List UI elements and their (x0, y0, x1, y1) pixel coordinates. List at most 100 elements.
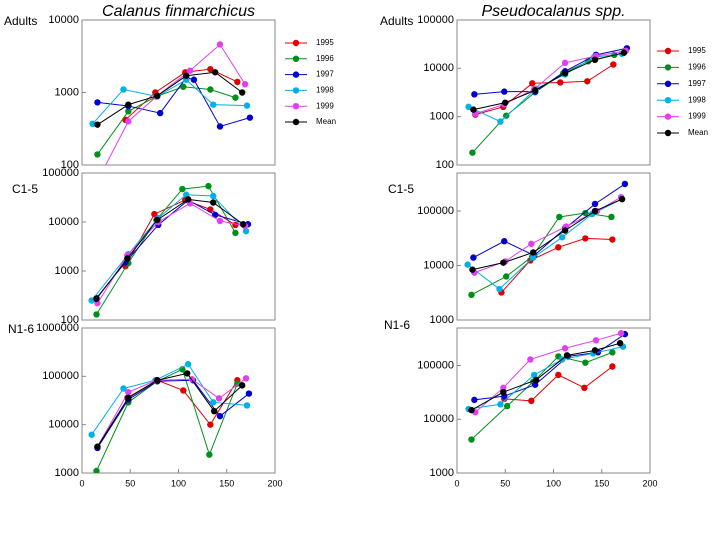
data-point (210, 399, 217, 406)
legend-marker (292, 71, 300, 78)
data-point (620, 49, 628, 56)
legend-label: 1996 (316, 54, 334, 63)
data-point (243, 402, 251, 409)
data-point (608, 213, 615, 221)
series-line (91, 194, 247, 301)
legend-marker (292, 87, 300, 94)
data-point (501, 88, 508, 95)
data-point (592, 337, 600, 344)
data-point (211, 407, 218, 415)
series-line (473, 52, 625, 111)
data-point (211, 211, 219, 219)
series-line (97, 86, 236, 155)
data-point (465, 103, 472, 111)
legend-marker (664, 129, 672, 137)
data-point (555, 371, 562, 379)
series-line (105, 43, 246, 165)
plot-area (88, 182, 252, 318)
x-tick-label: 50 (125, 478, 135, 488)
legend-marker (292, 103, 300, 110)
data-point (591, 207, 599, 215)
y-tick-label: 10000 (423, 62, 454, 74)
data-point (531, 381, 539, 388)
data-point (207, 421, 214, 428)
series-line (96, 199, 249, 299)
data-point (500, 259, 507, 266)
series-line (97, 377, 247, 447)
x-tick-label: 200 (642, 478, 657, 488)
panel-label: C1-5 (12, 182, 38, 196)
data-point (184, 196, 192, 203)
data-point (124, 255, 131, 262)
y-tick-label: 1000 (55, 86, 79, 98)
y-tick-label: 1000 (430, 467, 454, 479)
data-point (93, 295, 100, 303)
series-line (472, 54, 615, 153)
plot-area (464, 180, 629, 299)
plot-area (88, 361, 253, 473)
legend-marker (292, 39, 300, 47)
data-point (531, 371, 538, 379)
data-point (205, 182, 212, 190)
data-point (88, 297, 95, 304)
legend-label: 1996 (688, 63, 706, 72)
data-point (555, 244, 562, 251)
panel-label: C1-5 (388, 182, 414, 196)
plot-frame (456, 19, 651, 166)
y-tick-label: 10000 (423, 413, 454, 425)
data-point (621, 180, 629, 188)
data-point (88, 431, 95, 438)
data-point (216, 412, 224, 420)
y-tick-label: 100 (61, 314, 79, 326)
series-line (474, 196, 622, 274)
data-point (93, 467, 100, 473)
data-point (242, 375, 250, 382)
x-tick-label: 50 (500, 478, 510, 488)
series-line (468, 346, 624, 410)
data-point (532, 376, 540, 384)
data-point (94, 178, 100, 184)
plot-area (465, 330, 629, 443)
legend-label: Mean (316, 117, 336, 126)
panel-label: Adults (4, 14, 37, 28)
data-point (528, 397, 535, 405)
data-point (584, 78, 591, 85)
legend-label: 1997 (316, 70, 334, 79)
panel-title: Calanus finmarchicus (102, 3, 255, 20)
data-point (94, 443, 101, 450)
series-line (474, 333, 626, 401)
data-point (468, 436, 475, 443)
data-point (531, 87, 539, 94)
data-point (210, 199, 217, 206)
data-point (94, 99, 101, 106)
data-point (617, 330, 625, 337)
data-point (179, 185, 186, 193)
legend-label: 1998 (688, 95, 706, 104)
series-line (474, 47, 627, 95)
data-point (190, 76, 198, 83)
plot-frame (456, 327, 651, 474)
data-point (180, 83, 187, 90)
data-point (561, 59, 569, 67)
data-point (216, 217, 224, 225)
x-tick-label: 100 (171, 478, 186, 488)
data-point (591, 347, 599, 354)
data-point (527, 356, 534, 363)
plot-frame (456, 172, 651, 321)
data-point (469, 149, 476, 156)
y-tick-label: 100000 (417, 14, 454, 26)
data-point (154, 92, 161, 100)
series-line (91, 363, 248, 435)
y-tick-label: 1000 (430, 314, 454, 326)
data-point (497, 118, 504, 125)
series-line (96, 198, 244, 300)
data-point (211, 69, 219, 76)
y-tick-label: 10000 (48, 14, 79, 26)
y-tick-label: 100000 (42, 167, 79, 179)
data-point (609, 236, 616, 243)
series-line (97, 372, 243, 447)
data-point (156, 109, 164, 117)
data-point (497, 401, 504, 408)
data-point (468, 291, 475, 299)
legend-label: 1995 (316, 38, 334, 47)
